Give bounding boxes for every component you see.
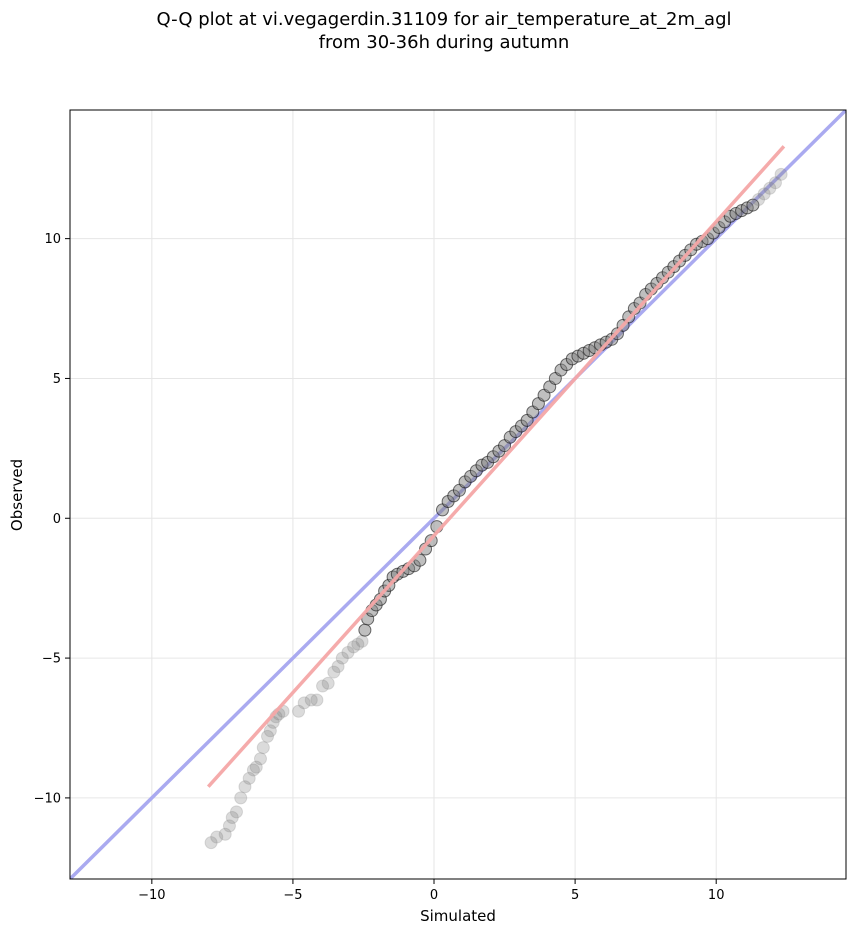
quantile-point: [752, 192, 766, 206]
chart-title-line-1: Q-Q plot at vi.vegagerdin.31109 for air_…: [157, 9, 732, 30]
quantile-point: [256, 741, 270, 755]
x-tick-label: 10: [708, 888, 725, 903]
quantile-point: [261, 729, 275, 743]
quantile-point: [210, 830, 224, 844]
quantile-point: [327, 665, 341, 679]
quantile-point: [358, 623, 372, 637]
x-tick-label: 0: [430, 888, 438, 903]
y-tick-label: 5: [53, 372, 61, 387]
quantile-point: [246, 763, 260, 777]
quantile-point: [225, 810, 239, 824]
quantile-point: [242, 771, 256, 785]
y-tick-label: 10: [44, 232, 61, 247]
quantile-point: [347, 640, 361, 654]
x-tick-label: −10: [138, 888, 165, 903]
quantile-point: [757, 187, 771, 201]
quantile-point: [774, 167, 788, 181]
plot-area: [70, 110, 846, 879]
quantile-point: [234, 791, 248, 805]
x-axis-label: Simulated: [420, 907, 496, 925]
chart-title-line-2: from 30-36h during autumn: [319, 32, 570, 53]
y-tick-label: −5: [42, 652, 61, 667]
quantile-point: [321, 676, 335, 690]
x-tick-label: 5: [571, 888, 579, 903]
y-tick-label: 0: [53, 512, 61, 527]
quantile-point: [351, 637, 365, 651]
quantile-point: [355, 634, 369, 648]
quantile-point: [331, 659, 345, 673]
y-axis-label: Observed: [8, 459, 26, 531]
fit-line: [206, 145, 786, 788]
axis-ticks: −10 −5 0 5 10 −10 −5 0 5 10: [34, 232, 725, 903]
quantile-point: [304, 693, 318, 707]
quantile-point: [341, 645, 355, 659]
plot-frame: [69, 109, 847, 880]
quantile-point: [249, 760, 263, 774]
quantile-point: [222, 819, 236, 833]
quantile-point: [746, 198, 760, 212]
quantile-point: [316, 679, 330, 693]
y-tick-label: −10: [34, 791, 61, 806]
quantile-point: [297, 696, 311, 710]
quantile-point: [263, 724, 277, 738]
quantile-point: [238, 780, 252, 794]
quantile-point: [292, 704, 306, 718]
x-tick-label: −5: [283, 888, 302, 903]
quantile-point: [204, 836, 218, 850]
quantile-point: [229, 805, 243, 819]
quantile-point: [763, 181, 777, 195]
quantile-point: [768, 176, 782, 190]
quantile-point: [253, 752, 267, 766]
quantile-point: [335, 651, 349, 665]
quantile-point: [218, 827, 232, 841]
quantile-point: [310, 693, 324, 707]
